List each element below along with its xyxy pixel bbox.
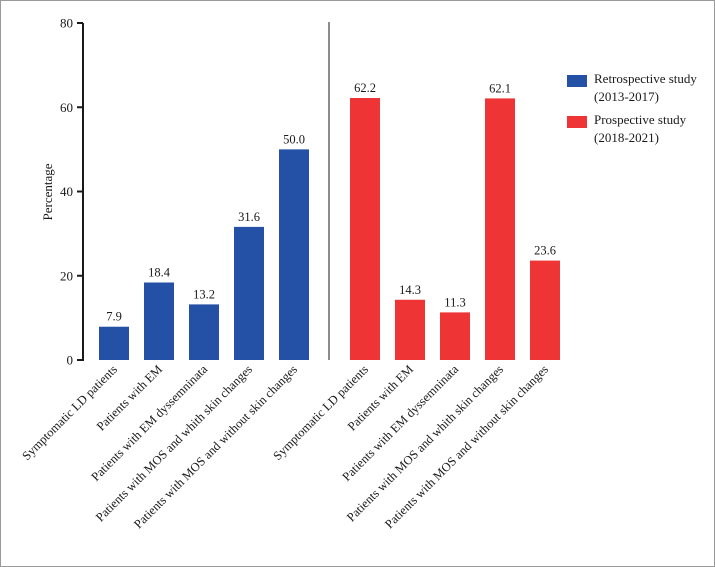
y-tick-label: 20 xyxy=(60,268,73,283)
category-label: Patients with MOS and without skin chang… xyxy=(382,362,551,531)
data-label: 50.0 xyxy=(283,132,305,146)
bar xyxy=(234,226,264,360)
bar xyxy=(395,299,425,360)
legend-swatch xyxy=(567,75,587,87)
y-tick-label: 0 xyxy=(67,353,74,368)
y-axis-title: Percentage xyxy=(40,163,55,220)
data-label: 11.3 xyxy=(444,295,465,309)
bar xyxy=(530,260,560,360)
data-label: 18.4 xyxy=(148,265,171,279)
data-label: 13.2 xyxy=(193,287,215,301)
data-label: 14.3 xyxy=(399,283,421,297)
data-label: 23.6 xyxy=(534,244,556,258)
bar xyxy=(350,97,380,361)
bar xyxy=(440,312,470,360)
legend: Retrospective study (2013-2017) Prospectiv… xyxy=(567,71,697,145)
legend-swatch xyxy=(567,116,587,128)
category-label: Patients with MOS and without skin chang… xyxy=(131,362,300,531)
axes: 0 20 40 60 80 Percentage xyxy=(40,16,330,368)
bar xyxy=(485,98,515,360)
bar xyxy=(189,304,219,360)
bar xyxy=(99,326,129,360)
legend-label: (2013-2017) xyxy=(594,89,659,104)
bar xyxy=(279,149,309,360)
bar xyxy=(144,282,174,360)
data-label: 62.2 xyxy=(354,81,376,95)
data-label: 7.9 xyxy=(106,310,122,324)
legend-label: Prospective study xyxy=(594,112,687,127)
category-label: Patients with MOS and whith skin changes xyxy=(344,362,506,524)
y-tick-label: 40 xyxy=(60,184,73,199)
data-label: 62.1 xyxy=(489,81,511,95)
y-tick-label: 80 xyxy=(60,16,73,31)
category-label: Patients with MOS and whith skin changes xyxy=(93,362,255,524)
legend-label: (2018-2021) xyxy=(594,130,659,145)
y-tick-label: 60 xyxy=(60,100,73,115)
legend-label: Retrospective study xyxy=(594,71,697,86)
data-label: 31.6 xyxy=(238,210,260,224)
